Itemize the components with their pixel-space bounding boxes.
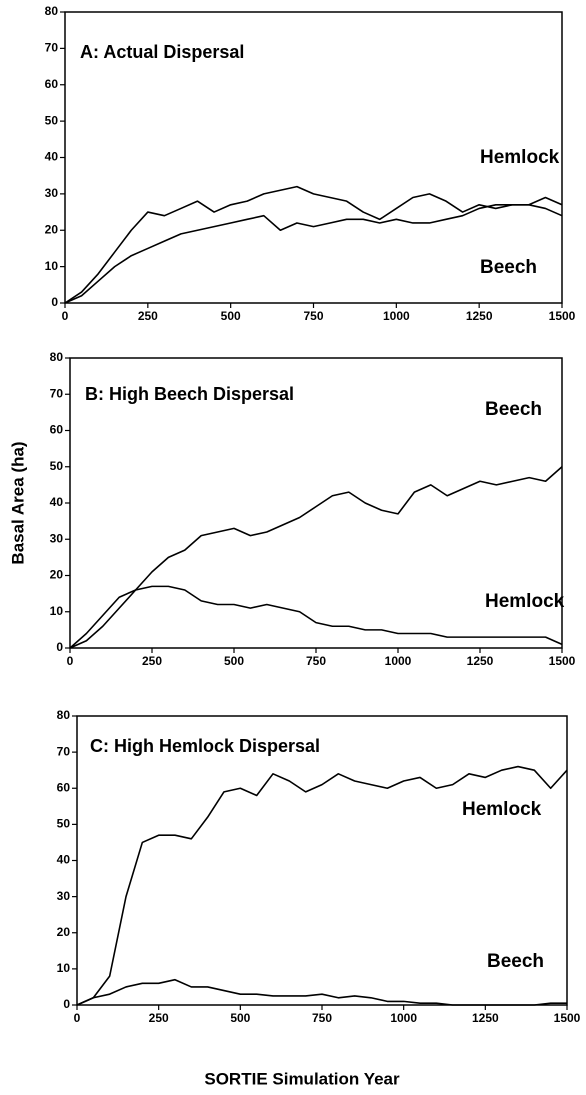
x-tick-label: 500: [230, 1011, 250, 1025]
y-tick-label: 30: [57, 889, 71, 903]
x-tick-label: 750: [303, 309, 323, 323]
x-tick-label: 1000: [385, 654, 412, 668]
y-tick-label: 80: [50, 350, 64, 364]
x-tick-label: 0: [74, 1011, 81, 1025]
y-tick-label: 20: [50, 568, 64, 582]
y-tick-label: 60: [57, 780, 71, 794]
y-tick-label: 80: [57, 708, 71, 722]
series-label: Hemlock: [485, 591, 565, 612]
series-line: [64, 185, 563, 304]
y-tick-label: 30: [50, 531, 64, 545]
series-label: Beech: [480, 257, 537, 278]
y-tick-label: 20: [45, 222, 59, 236]
y-tick-label: 50: [45, 113, 59, 127]
y-tick-label: 30: [45, 186, 59, 200]
series-label: Hemlock: [480, 147, 560, 168]
x-tick-label: 750: [306, 654, 326, 668]
y-tick-label: 40: [50, 495, 64, 509]
y-tick-label: 0: [56, 640, 63, 654]
y-tick-label: 10: [57, 961, 71, 975]
x-tick-label: 1000: [390, 1011, 417, 1025]
x-tick-label: 1500: [549, 309, 576, 323]
x-axis-label: SORTIE Simulation Year: [204, 1069, 400, 1088]
series-line: [69, 585, 563, 649]
y-tick-label: 50: [57, 817, 71, 831]
panel-title: B: High Beech Dispersal: [85, 384, 294, 404]
y-axis-label: Basal Area (ha): [8, 441, 27, 564]
x-tick-label: 250: [142, 654, 162, 668]
x-tick-label: 1250: [467, 654, 494, 668]
series-label: Beech: [485, 399, 542, 420]
x-tick-label: 500: [221, 309, 241, 323]
y-tick-label: 10: [50, 604, 64, 618]
y-tick-label: 0: [63, 997, 70, 1011]
y-tick-label: 70: [45, 41, 59, 55]
y-tick-label: 10: [45, 259, 59, 273]
x-tick-label: 0: [67, 654, 74, 668]
x-tick-label: 750: [312, 1011, 332, 1025]
series-line: [69, 466, 563, 649]
y-tick-label: 80: [45, 4, 59, 18]
y-tick-label: 70: [57, 744, 71, 758]
y-tick-label: 0: [51, 295, 58, 309]
series-label: Beech: [487, 951, 544, 972]
y-tick-label: 70: [50, 386, 64, 400]
y-tick-label: 60: [50, 423, 64, 437]
y-tick-label: 60: [45, 77, 59, 91]
x-tick-label: 1000: [383, 309, 410, 323]
y-tick-label: 40: [45, 150, 59, 164]
x-tick-label: 1500: [549, 654, 576, 668]
x-tick-label: 1500: [554, 1011, 581, 1025]
y-tick-label: 20: [57, 925, 71, 939]
x-tick-label: 250: [149, 1011, 169, 1025]
x-tick-label: 0: [62, 309, 69, 323]
x-tick-label: 250: [138, 309, 158, 323]
series-line: [76, 765, 568, 1006]
y-tick-label: 50: [50, 459, 64, 473]
y-tick-label: 40: [57, 853, 71, 867]
series-line: [64, 203, 563, 304]
x-tick-label: 500: [224, 654, 244, 668]
series-line: [76, 978, 567, 1006]
panel-title: C: High Hemlock Dispersal: [90, 736, 320, 756]
x-tick-label: 1250: [472, 1011, 499, 1025]
series-label: Hemlock: [462, 799, 542, 820]
panel-title: A: Actual Dispersal: [80, 42, 244, 62]
x-tick-label: 1250: [466, 309, 493, 323]
